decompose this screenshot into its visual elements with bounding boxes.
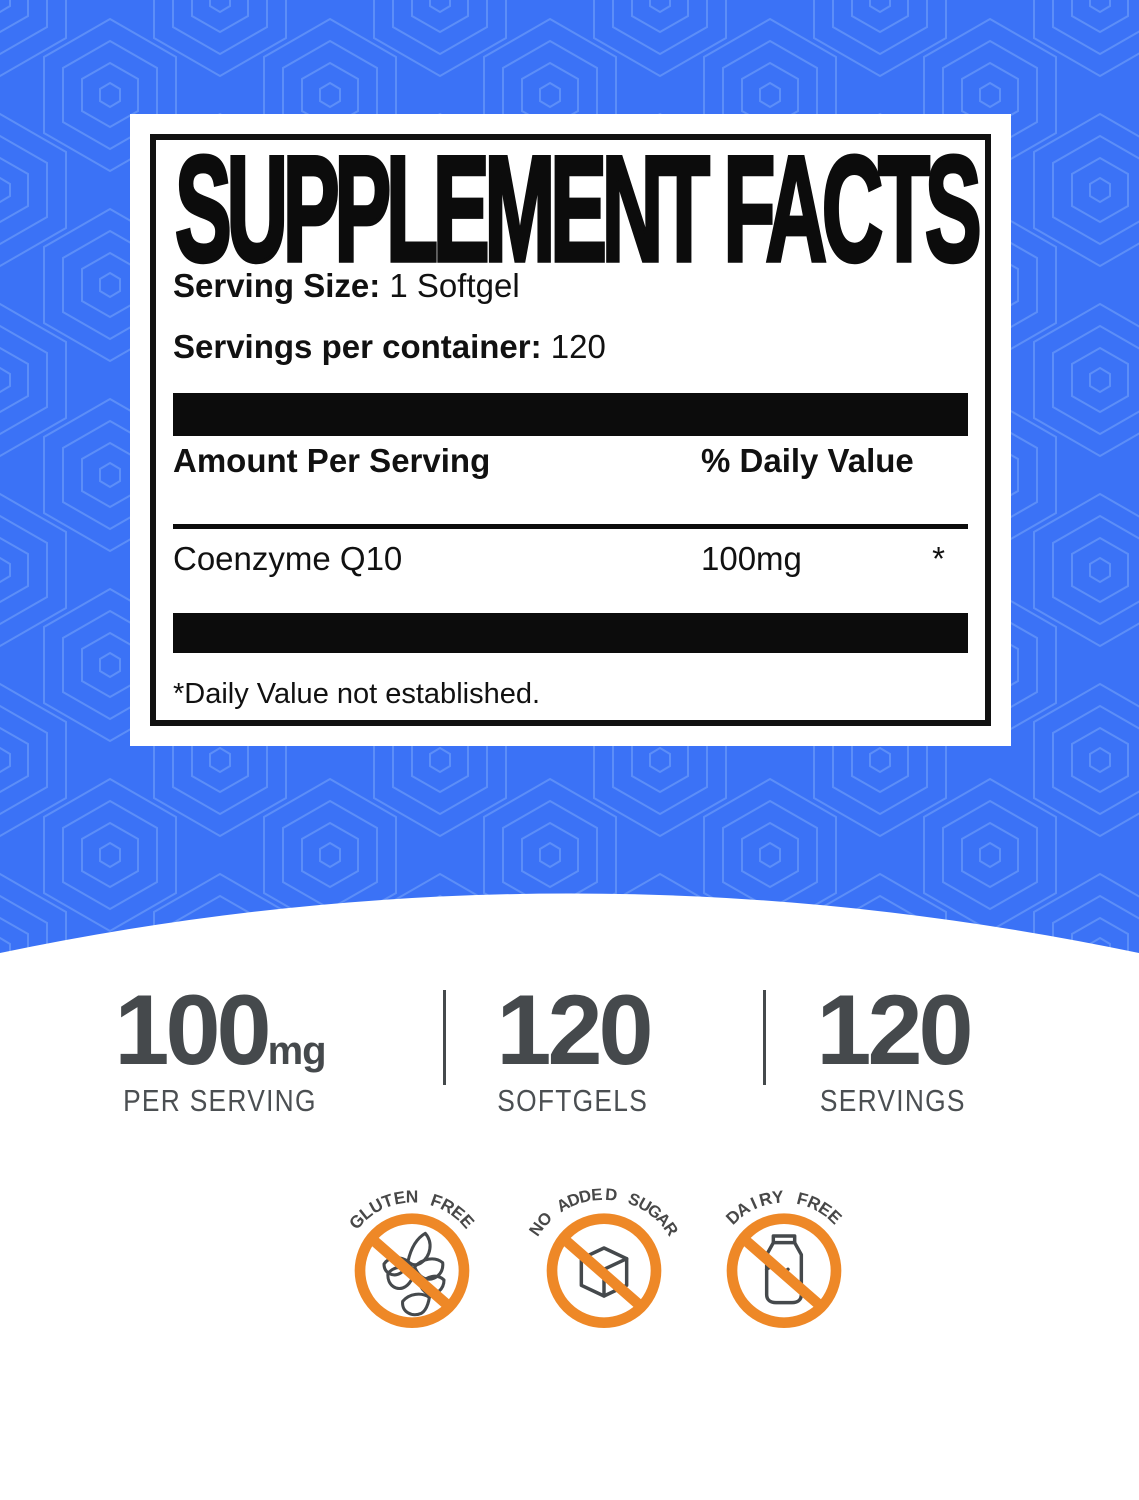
svg-text:N: N (406, 1187, 419, 1207)
svg-text:Y: Y (771, 1186, 785, 1207)
svg-text:E: E (591, 1185, 603, 1205)
svg-text:D: D (605, 1185, 618, 1205)
